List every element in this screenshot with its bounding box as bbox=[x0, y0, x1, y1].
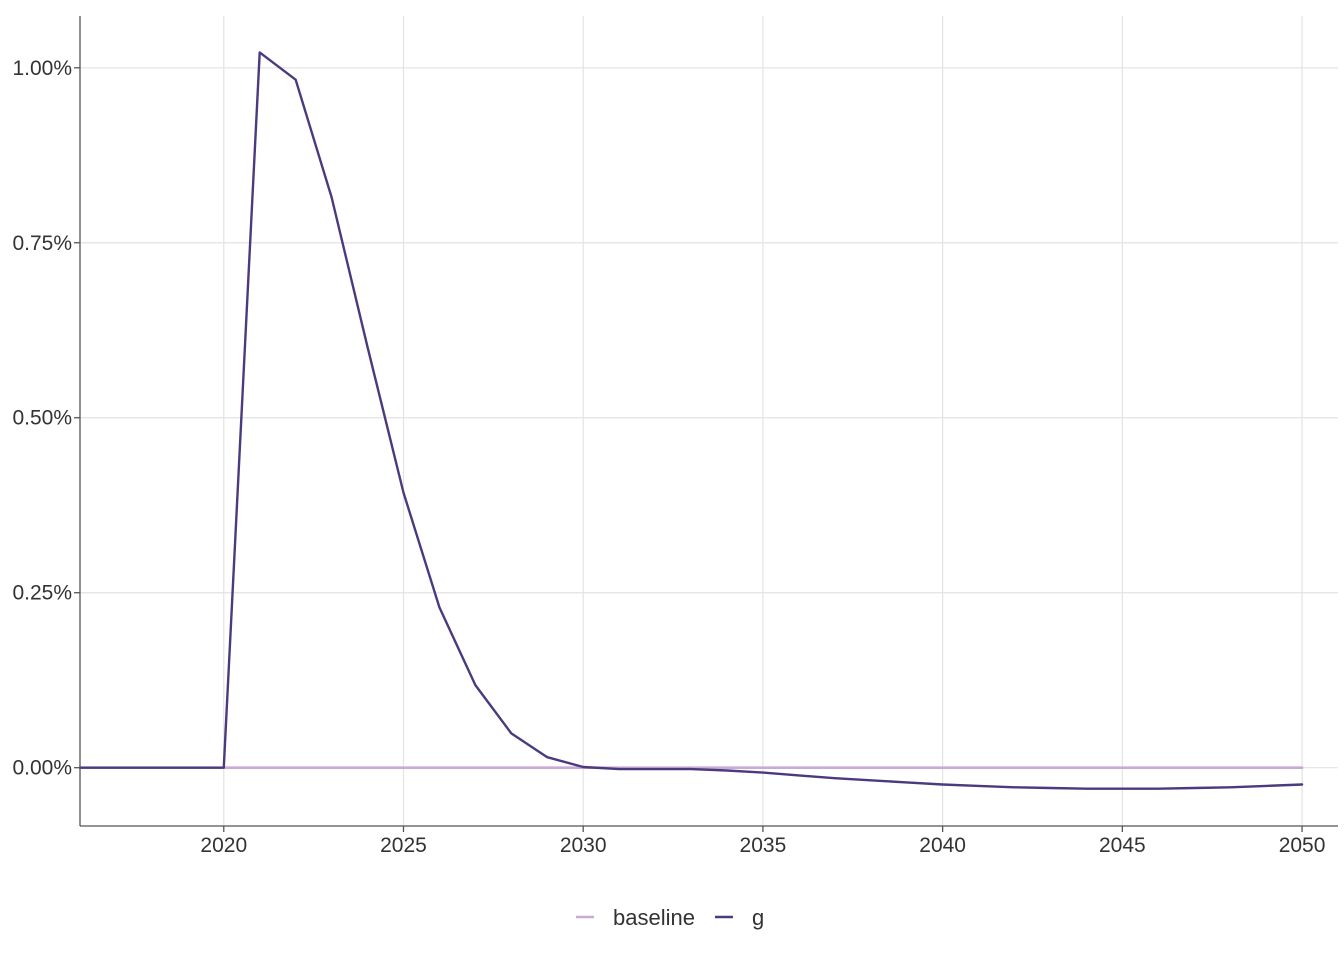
y-tick-label: 1.00% bbox=[12, 57, 72, 80]
x-axis-ticks: 2020 2025 2030 2035 2040 2045 2050 bbox=[200, 826, 1325, 857]
legend-label: baseline bbox=[613, 905, 695, 930]
gridlines bbox=[80, 16, 1338, 826]
y-tick-label: 0.75% bbox=[12, 232, 72, 255]
x-tick-label: 2035 bbox=[740, 834, 787, 857]
legend-label: g bbox=[752, 905, 764, 930]
legend-item-baseline: baseline bbox=[576, 905, 695, 930]
y-tick-label: 0.25% bbox=[12, 582, 72, 605]
x-tick-label: 2020 bbox=[200, 834, 247, 857]
x-tick-label: 2050 bbox=[1279, 834, 1326, 857]
legend: baseline g bbox=[576, 905, 764, 930]
series-line-g bbox=[78, 51, 1304, 790]
y-tick-label: 0.50% bbox=[12, 407, 72, 430]
series-lines bbox=[78, 51, 1304, 790]
x-tick-label: 2025 bbox=[380, 834, 427, 857]
y-axis-ticks: 0.00% 0.25% 0.50% 0.75% 1.00% bbox=[12, 57, 80, 780]
legend-item-g: g bbox=[714, 905, 764, 930]
x-tick-label: 2030 bbox=[560, 834, 607, 857]
y-tick-label: 0.00% bbox=[12, 757, 72, 780]
x-tick-label: 2045 bbox=[1099, 834, 1146, 857]
x-tick-label: 2040 bbox=[919, 834, 966, 857]
